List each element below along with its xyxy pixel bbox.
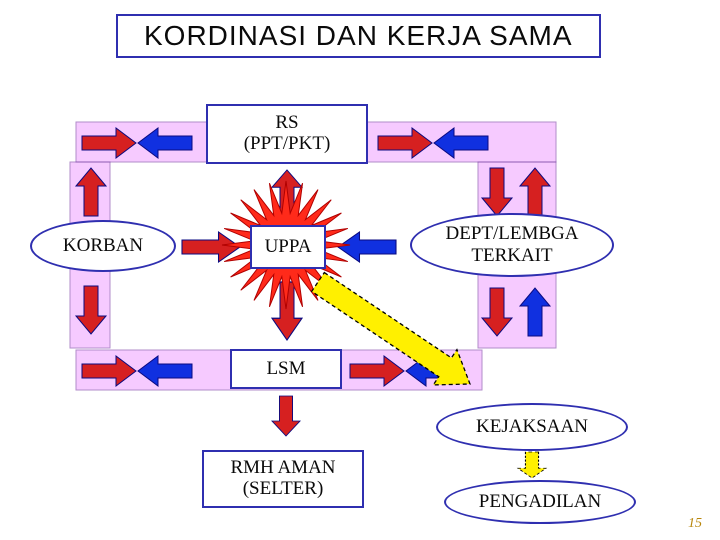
- node-rmh: RMH AMAN(SELTER): [202, 450, 364, 508]
- node-korban: KORBAN: [30, 220, 176, 272]
- node-uppa: UPPA: [250, 225, 326, 269]
- diagram-root: KORDINASI DAN KERJA SAMA RS(PPT/PKT) KOR…: [0, 0, 720, 540]
- title: KORDINASI DAN KERJA SAMA: [116, 14, 601, 58]
- node-rs: RS(PPT/PKT): [206, 104, 368, 164]
- node-dept: DEPT/LEMBGATERKAIT: [410, 213, 614, 277]
- node-lsm: LSM: [230, 349, 342, 389]
- node-kejaksaan: KEJAKSAAN: [436, 403, 628, 451]
- node-pengadilan: PENGADILAN: [444, 480, 636, 524]
- page-number: 15: [688, 516, 702, 532]
